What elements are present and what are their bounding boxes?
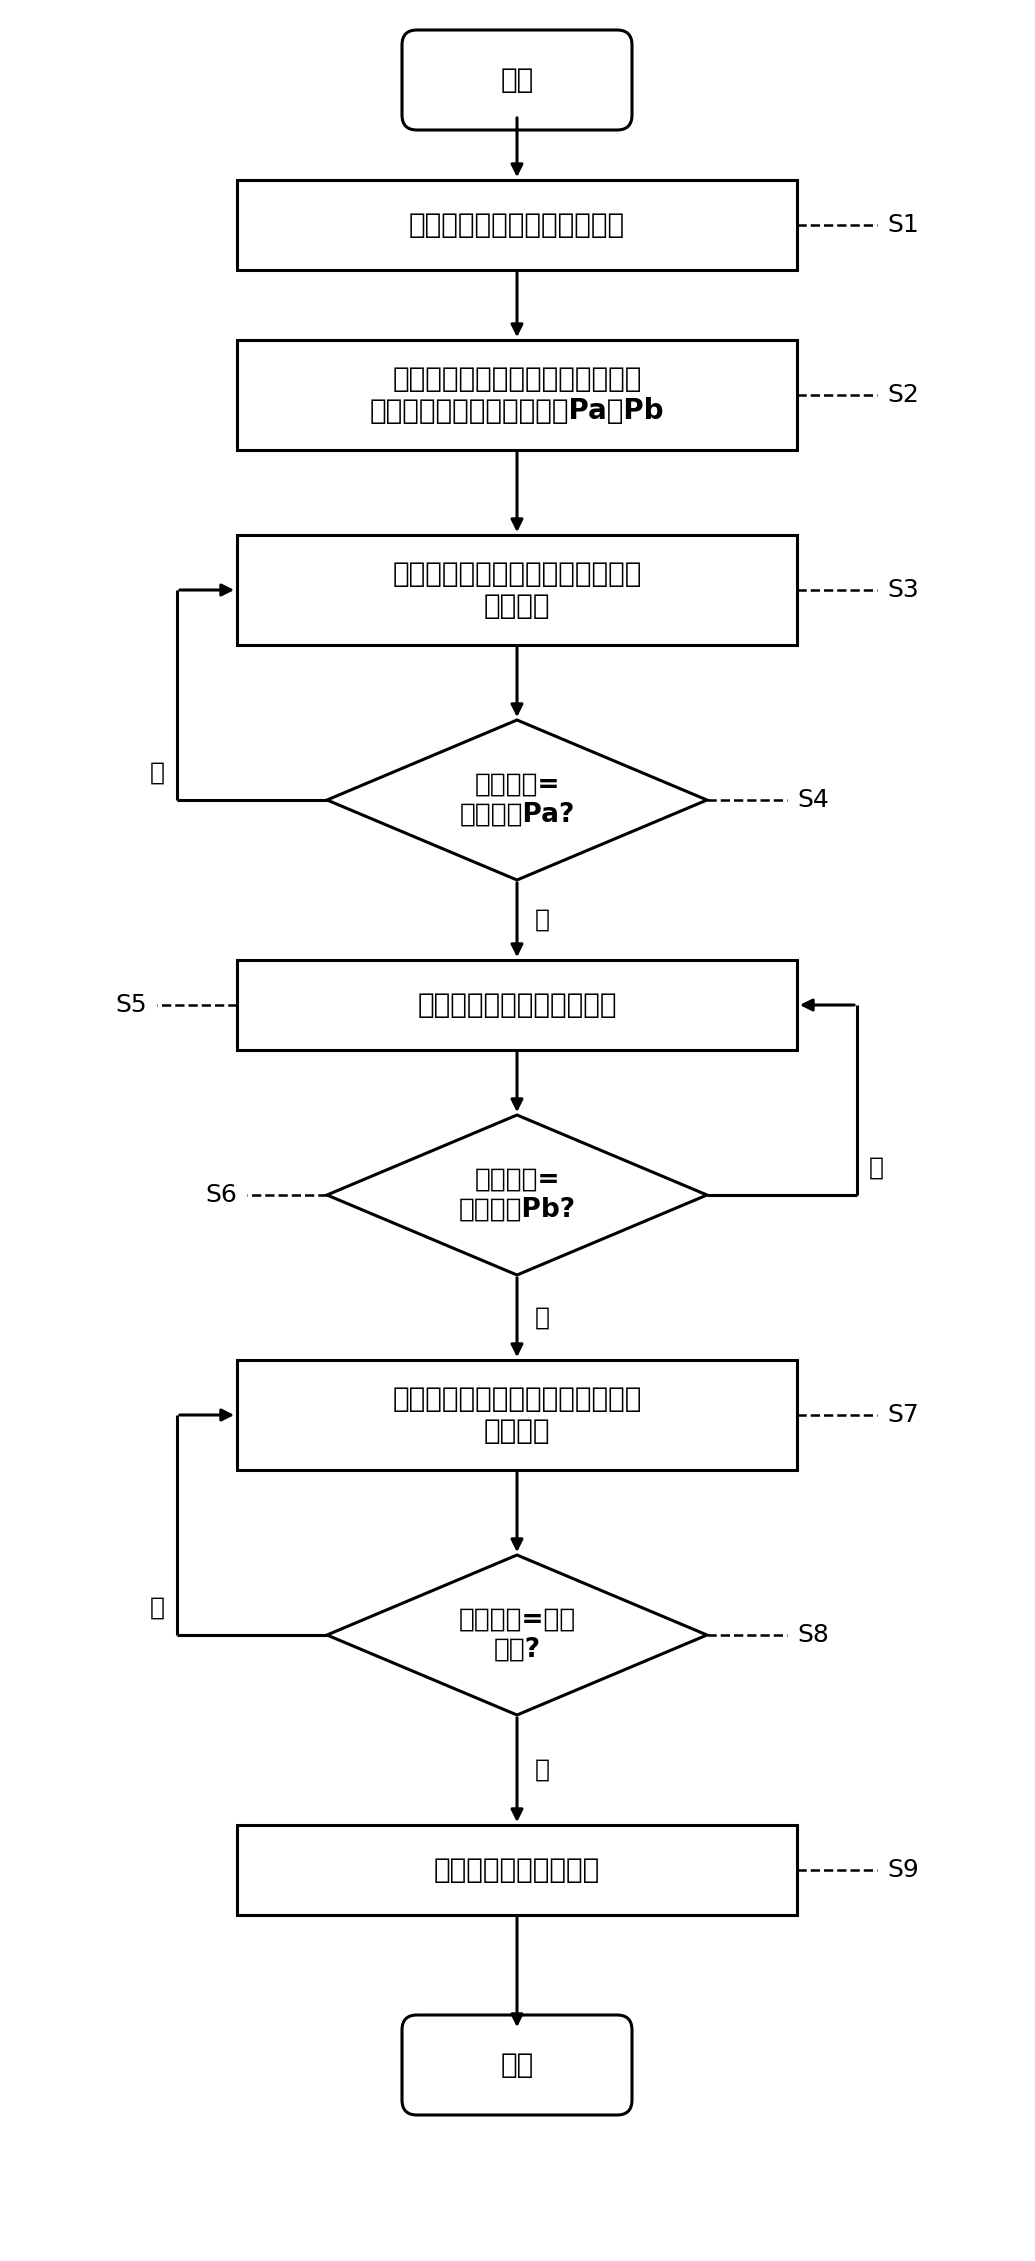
Polygon shape (327, 1556, 707, 1716)
Text: S2: S2 (887, 382, 919, 407)
Text: S9: S9 (887, 1859, 919, 1881)
FancyBboxPatch shape (237, 961, 797, 1049)
Text: S1: S1 (887, 213, 919, 237)
FancyBboxPatch shape (237, 181, 797, 269)
FancyBboxPatch shape (237, 1361, 797, 1470)
Text: S5: S5 (115, 993, 147, 1017)
Text: S7: S7 (887, 1404, 919, 1427)
FancyBboxPatch shape (237, 339, 797, 450)
Text: 滚筒步进电机停止运行: 滚筒步进电机停止运行 (434, 1856, 600, 1883)
Text: 加载离散速度表、脉冲步长表: 加载离散速度表、脉冲步长表 (409, 210, 625, 240)
Text: 否: 否 (869, 1155, 884, 1180)
Text: 开始: 开始 (500, 66, 534, 95)
Text: 当前位置=目标
位置?: 当前位置=目标 位置? (459, 1608, 575, 1664)
FancyBboxPatch shape (237, 1825, 797, 1915)
Text: 结束: 结束 (500, 2051, 534, 2080)
FancyBboxPatch shape (402, 2015, 632, 2114)
Text: S3: S3 (887, 579, 919, 601)
Text: 滚筒步进电机依照离散速度表进入
减速运动: 滚筒步进电机依照离散速度表进入 减速运动 (392, 1384, 642, 1445)
Text: 否: 否 (150, 762, 165, 785)
Text: 是: 是 (535, 909, 550, 932)
Text: 当前位置=
基准距离Pa?: 当前位置= 基准距离Pa? (460, 771, 574, 828)
Text: S4: S4 (797, 789, 829, 812)
Text: 是: 是 (535, 1759, 550, 1782)
Text: 否: 否 (150, 1596, 165, 1619)
Polygon shape (327, 1115, 707, 1275)
FancyBboxPatch shape (402, 29, 632, 129)
Text: 根据目标速度、目标位置与脉冲步
长表的比对计算出基准距离Pa与Pb: 根据目标速度、目标位置与脉冲步 长表的比对计算出基准距离Pa与Pb (369, 364, 664, 425)
Text: S8: S8 (797, 1623, 829, 1646)
Text: 当前位置=
基准距离Pb?: 当前位置= 基准距离Pb? (459, 1167, 575, 1223)
FancyBboxPatch shape (237, 536, 797, 644)
Text: 滚筒步进电机进行匀速运动: 滚筒步进电机进行匀速运动 (417, 990, 617, 1020)
Polygon shape (327, 719, 707, 880)
Text: 滚筒步进电机依照离散速度表进行
加速运动: 滚筒步进电机依照离散速度表进行 加速运动 (392, 561, 642, 620)
Text: 是: 是 (535, 1305, 550, 1329)
Text: S6: S6 (205, 1183, 237, 1207)
